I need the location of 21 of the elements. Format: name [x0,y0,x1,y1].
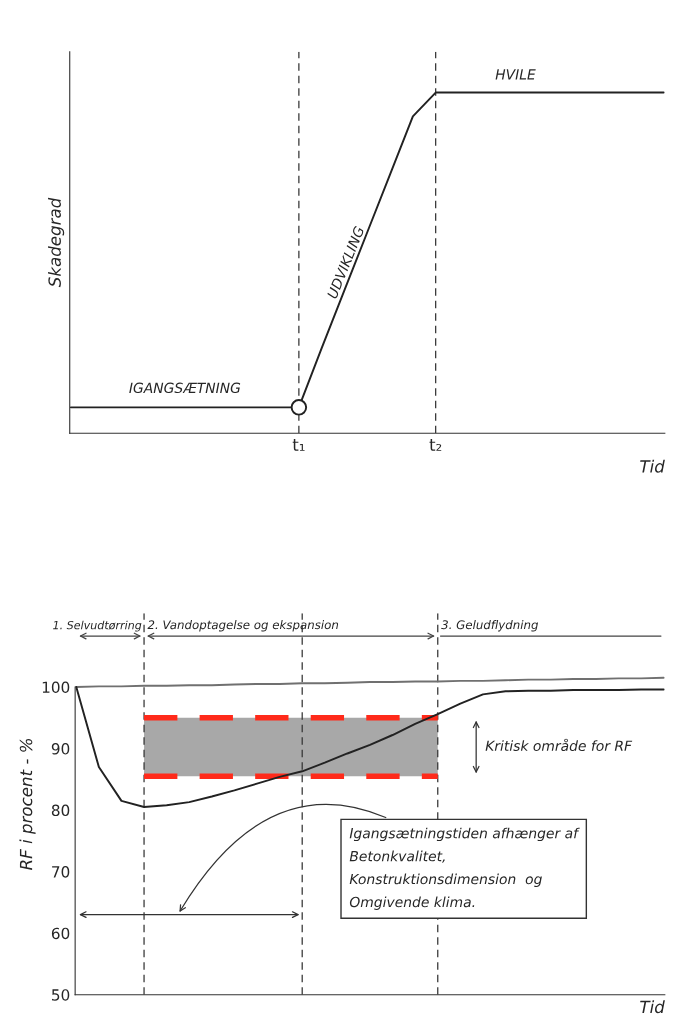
y-tick-label: 90 [51,743,70,755]
line-series [75,676,665,688]
y-tick-label: 70 [52,866,70,878]
y-tick-label: 100 [42,681,70,694]
annotation: 2. Vandoptagelse og ekspansion [147,620,339,632]
x-tick-label: t₂ [429,439,442,451]
y-tick-label: 50 [52,989,70,1001]
annotation: 3. Geludflydning [441,620,539,632]
y-axis-title: RF i procent - % [19,738,36,870]
x-axis-title: Tid [640,459,665,473]
x-axis-title: Tid [640,1000,665,1014]
annotation: Kritisk område for RF [485,738,633,752]
annotation: Igangsætningstiden afhænger af Betonkvalitet, Konstruktionsdimension og Omgivende klima. [349,827,580,910]
annotation: IGANGSÆTNING [129,382,241,394]
text: HVILE [495,69,536,80]
y-tick-label: 60 [51,927,70,940]
x-tick-label: t₁ [292,439,305,451]
y-axis-title: Skadegrad [48,197,65,288]
line-series [75,686,665,808]
y-tick-label: 80 [51,804,70,817]
annotation: 1. Selvudtørring [53,620,142,632]
